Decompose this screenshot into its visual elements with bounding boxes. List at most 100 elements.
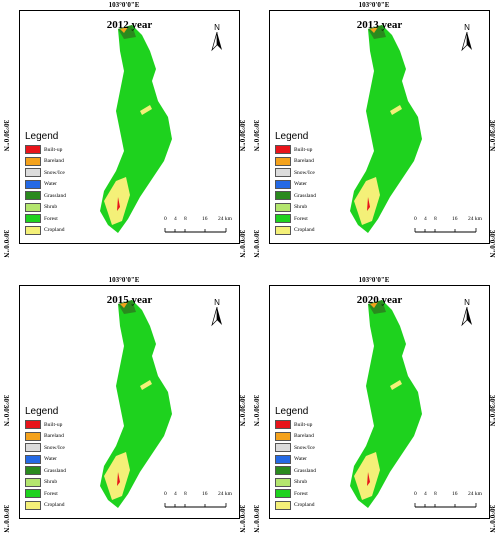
- legend-item: Built-up: [275, 419, 345, 431]
- legend-label: Cropland: [294, 227, 315, 234]
- scale-tick-label: 24 km: [218, 216, 232, 222]
- top-longitude-label: 103°0'0"E: [108, 1, 140, 9]
- legend-label: Forest: [44, 490, 58, 497]
- legend-item: Forest: [275, 213, 345, 225]
- scale-bar-line: [164, 503, 227, 508]
- legend-item: Forest: [275, 488, 345, 500]
- legend-item: Shrub: [275, 477, 345, 489]
- map-frame: 2020 year N Legend Built-up Bareland Sno…: [269, 285, 490, 519]
- legend-item: Shrub: [25, 477, 95, 489]
- legend-label: Snow/Ice: [44, 444, 65, 451]
- legend-label: Shrub: [294, 479, 308, 486]
- legend-item: Water: [25, 454, 95, 466]
- legend-label: Forest: [294, 490, 308, 497]
- legend-label: Snow/Ice: [44, 169, 65, 176]
- scale-tick-label: 0: [414, 491, 417, 497]
- map-frame: 2013 year N Legend Built-up Bareland Sno…: [269, 10, 490, 244]
- north-letter: N: [464, 23, 470, 32]
- legend-item: Water: [275, 179, 345, 191]
- left-latitude-lower-label: 30°0'0"N: [252, 505, 260, 533]
- legend-item: Grassland: [275, 465, 345, 477]
- scale-tick-label: 8: [434, 216, 437, 222]
- legend-label: Water: [44, 456, 57, 463]
- scale-tick-label: 4: [424, 216, 427, 222]
- legend-item: Snow/Ice: [275, 167, 345, 179]
- scale-bar: 0 4 8 16 24 km: [144, 491, 234, 511]
- map-frame: 2015 year N Legend Built-up Bareland Sno…: [19, 285, 240, 519]
- legend-item: Bareland: [275, 156, 345, 168]
- legend-label: Built-up: [44, 146, 63, 153]
- north-arrow-icon: [211, 32, 222, 52]
- legend-label: Shrub: [294, 204, 308, 211]
- legend-label: Cropland: [44, 227, 65, 234]
- legend-label: Forest: [44, 215, 58, 222]
- legend-label: Forest: [294, 215, 308, 222]
- map-frame: 2012 year N Legend Built-up Bareland Sno…: [19, 10, 240, 244]
- legend-item: Bareland: [25, 431, 95, 443]
- legend: Legend Built-up Bareland Snow/Ice Water …: [275, 406, 345, 511]
- land-cover-map: [350, 300, 422, 508]
- scale-bar: 0 4 8 16 24 km: [394, 216, 484, 236]
- north-arrow: N: [460, 298, 474, 327]
- left-latitude-upper-label: 30°30'0"N: [252, 120, 260, 152]
- legend-label: Water: [294, 456, 307, 463]
- scale-tick-label: 24 km: [218, 491, 232, 497]
- scale-tick-label: 4: [174, 216, 177, 222]
- legend-label: Grassland: [294, 192, 316, 199]
- north-letter: N: [214, 298, 220, 307]
- legend-title: Legend: [275, 131, 309, 142]
- legend-item: Forest: [25, 488, 95, 500]
- scale-tick-label: 24 km: [468, 491, 482, 497]
- legend-item: Shrub: [275, 202, 345, 214]
- legend-item: Grassland: [25, 190, 95, 202]
- left-latitude-lower-label: 30°0'0"N: [252, 230, 260, 258]
- legend-item: Cropland: [275, 225, 345, 237]
- top-longitude-label: 103°0'0"E: [358, 276, 390, 284]
- legend-label: Bareland: [44, 158, 64, 165]
- left-latitude-upper-label: 30°30'0"N: [2, 395, 10, 427]
- legend-item: Snow/Ice: [25, 442, 95, 454]
- legend-label: Snow/Ice: [294, 169, 315, 176]
- legend-title: Legend: [275, 406, 309, 417]
- legend: Legend Built-up Bareland Snow/Ice Water …: [25, 131, 95, 236]
- legend-item: Water: [275, 454, 345, 466]
- map-panel-2015: 103°0'0"E 30°30'0"N 30°0'0"N 30°30'0"N 3…: [0, 275, 248, 550]
- legend-label: Bareland: [44, 433, 64, 440]
- north-arrow-icon: [461, 307, 472, 327]
- map-panel-2012: 103°0'0"E 30°30'0"N 30°0'0"N 30°30'0"N 3…: [0, 0, 248, 275]
- panel-year-title: 2020 year: [356, 294, 403, 306]
- left-latitude-upper-label: 30°30'0"N: [252, 395, 260, 427]
- map-panel-2013: 103°0'0"E 30°30'0"N 30°0'0"N 30°30'0"N 3…: [250, 0, 498, 275]
- land-cover-map: [100, 300, 172, 508]
- scale-bar: 0 4 8 16 24 km: [394, 491, 484, 511]
- scale-tick-label: 16: [452, 216, 458, 222]
- legend-item: Cropland: [275, 500, 345, 512]
- scale-tick-label: 16: [202, 491, 208, 497]
- north-letter: N: [464, 298, 470, 307]
- legend-item: Bareland: [25, 156, 95, 168]
- panel-year-title: 2015 year: [106, 294, 153, 306]
- scale-bar-line: [414, 228, 477, 233]
- scale-bar-line: [414, 503, 477, 508]
- legend-label: Cropland: [294, 502, 315, 509]
- scale-tick-label: 8: [184, 491, 187, 497]
- legend-label: Grassland: [44, 192, 66, 199]
- legend-label: Built-up: [294, 146, 313, 153]
- north-arrow: N: [210, 298, 224, 327]
- legend-label: Water: [44, 181, 57, 188]
- legend-label: Grassland: [294, 467, 316, 474]
- legend-item: Shrub: [25, 202, 95, 214]
- scale-tick-label: 8: [434, 491, 437, 497]
- scale-tick-label: 16: [202, 216, 208, 222]
- legend: Legend Built-up Bareland Snow/Ice Water …: [275, 131, 345, 236]
- scale-tick-label: 16: [452, 491, 458, 497]
- scale-tick-label: 24 km: [468, 216, 482, 222]
- scale-tick-label: 0: [164, 491, 167, 497]
- legend-label: Shrub: [44, 479, 58, 486]
- north-arrow: N: [210, 23, 224, 52]
- legend-item: Snow/Ice: [275, 442, 345, 454]
- legend: Legend Built-up Bareland Snow/Ice Water …: [25, 406, 95, 511]
- legend-item: Grassland: [25, 465, 95, 477]
- scale-bar-line: [164, 228, 227, 233]
- north-arrow: N: [460, 23, 474, 52]
